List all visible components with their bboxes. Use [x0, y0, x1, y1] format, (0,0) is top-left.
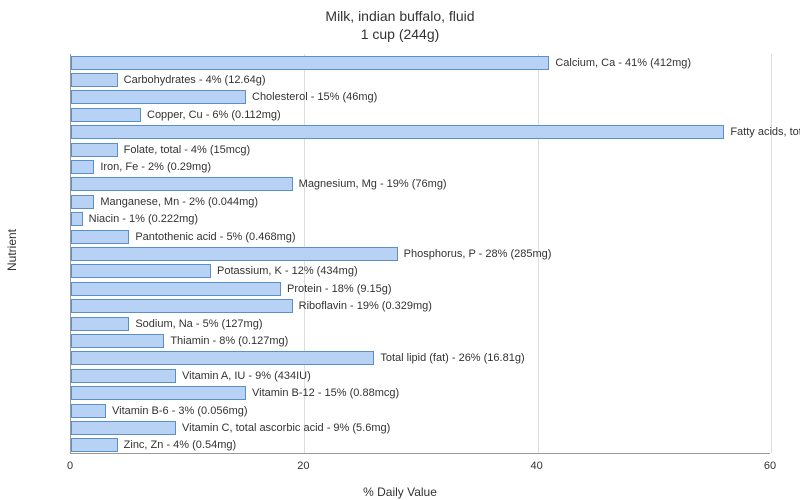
bar-label: Niacin - 1% (0.222mg) — [89, 212, 198, 226]
bar-label: Vitamin A, IU - 9% (434IU) — [182, 369, 311, 383]
bar-fatty-acids-total-saturated — [71, 125, 724, 139]
bar-calcium-ca — [71, 56, 549, 70]
bar-magnesium-mg — [71, 177, 293, 191]
bar-potassium-k — [71, 264, 211, 278]
title-line1: Milk, indian buffalo, fluid — [0, 8, 800, 26]
bar-label: Carbohydrates - 4% (12.64g) — [124, 73, 266, 87]
bar-label: Cholesterol - 15% (46mg) — [252, 90, 377, 104]
chart-title: Milk, indian buffalo, fluid 1 cup (244g) — [0, 8, 800, 43]
bar-label: Vitamin B-12 - 15% (0.88mcg) — [252, 386, 399, 400]
bar-vitamin-a-iu — [71, 369, 176, 383]
nutrient-chart: Milk, indian buffalo, fluid 1 cup (244g)… — [0, 0, 800, 500]
bar-label: Magnesium, Mg - 19% (76mg) — [299, 177, 447, 191]
bar-vitamin-c-total-ascorbic-acid — [71, 421, 176, 435]
bar-niacin — [71, 212, 83, 226]
bar-label: Manganese, Mn - 2% (0.044mg) — [100, 195, 258, 209]
bar-iron-fe — [71, 160, 94, 174]
bar-thiamin — [71, 334, 164, 348]
bar-label: Protein - 18% (9.15g) — [287, 282, 392, 296]
x-tick-label: 20 — [297, 460, 309, 472]
bar-label: Riboflavin - 19% (0.329mg) — [299, 299, 432, 313]
bar-label: Sodium, Na - 5% (127mg) — [135, 317, 262, 331]
bar-label: Copper, Cu - 6% (0.112mg) — [147, 108, 281, 122]
bar-label: Vitamin B-6 - 3% (0.056mg) — [112, 404, 248, 418]
bar-label: Thiamin - 8% (0.127mg) — [170, 334, 288, 348]
bar-label: Phosphorus, P - 28% (285mg) — [404, 247, 552, 261]
bar-pantothenic-acid — [71, 230, 129, 244]
bar-vitamin-b-12 — [71, 386, 246, 400]
bar-label: Zinc, Zn - 4% (0.54mg) — [124, 438, 236, 452]
bar-folate-total — [71, 143, 118, 157]
bar-total-lipid-fat — [71, 351, 374, 365]
y-axis-label: Nutrient — [5, 229, 19, 271]
bar-label: Vitamin C, total ascorbic acid - 9% (5.6… — [182, 421, 390, 435]
x-axis-label: % Daily Value — [0, 485, 800, 499]
bar-label: Potassium, K - 12% (434mg) — [217, 264, 358, 278]
bar-zinc-zn — [71, 438, 118, 452]
bar-copper-cu — [71, 108, 141, 122]
bar-riboflavin — [71, 299, 293, 313]
plot-area: Calcium, Ca - 41% (412mg) Carbohydrates -… — [70, 54, 770, 454]
bar-label: Pantothenic acid - 5% (0.468mg) — [135, 230, 295, 244]
bar-phosphorus-p — [71, 247, 398, 261]
bar-label: Iron, Fe - 2% (0.29mg) — [100, 160, 211, 174]
bar-label: Folate, total - 4% (15mcg) — [124, 143, 251, 157]
x-tick-label: 40 — [531, 460, 543, 472]
x-tick-label: 0 — [67, 460, 73, 472]
bar-carbohydrates — [71, 73, 118, 87]
bar-cholesterol — [71, 90, 246, 104]
bar-label: Fatty acids, total saturated - 56% (11.2… — [730, 125, 800, 139]
bar-label: Calcium, Ca - 41% (412mg) — [555, 56, 691, 70]
x-tick-label: 60 — [764, 460, 776, 472]
bar-sodium-na — [71, 317, 129, 331]
bar-vitamin-b-6 — [71, 404, 106, 418]
bar-manganese-mn — [71, 195, 94, 209]
gridline — [771, 54, 772, 453]
bar-label: Total lipid (fat) - 26% (16.81g) — [380, 351, 524, 365]
title-line2: 1 cup (244g) — [0, 26, 800, 44]
bar-protein — [71, 282, 281, 296]
